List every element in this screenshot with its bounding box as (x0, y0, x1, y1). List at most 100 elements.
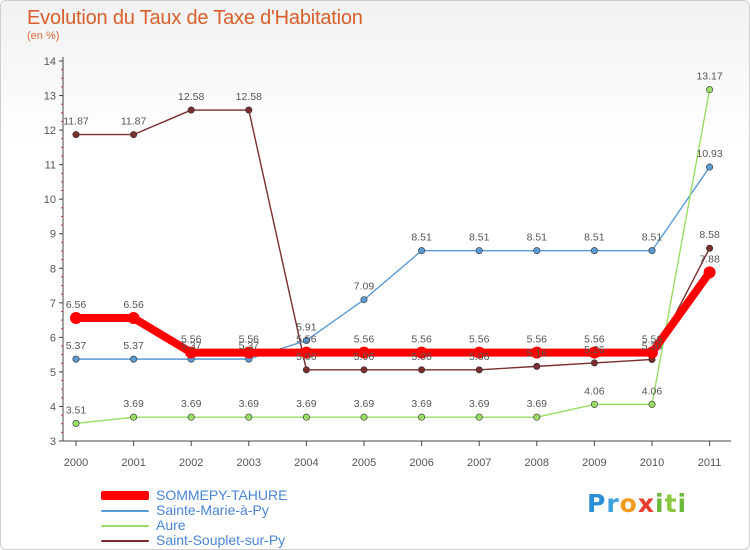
data-label: 5.56 (296, 334, 317, 346)
y-tick-label: 9 (50, 229, 56, 241)
data-label: 5.56 (584, 334, 605, 346)
x-tick-label: 2010 (640, 457, 664, 469)
data-label: 8.51 (527, 232, 548, 244)
y-tick-label: 12 (44, 125, 56, 137)
data-point (245, 413, 253, 421)
series-aure (72, 86, 714, 427)
series-line (75, 166, 711, 360)
data-point (533, 362, 541, 370)
data-label: 5.06 (354, 351, 375, 363)
y-tick-label: 14 (44, 56, 56, 68)
legend-label-aure: Aure (156, 517, 186, 533)
data-point (358, 346, 370, 359)
data-label: 7.09 (354, 281, 375, 293)
data-point (130, 131, 138, 139)
x-tick-label: 2004 (294, 457, 318, 469)
data-label: 3.69 (527, 398, 548, 410)
x-tick-label: 2000 (64, 457, 88, 469)
x-tick-label: 2011 (698, 457, 722, 469)
data-point (646, 346, 658, 359)
legend-label-saint-souplet: Saint-Souplet-sur-Py (156, 532, 286, 548)
data-label: 13.17 (696, 71, 722, 83)
data-point (300, 346, 313, 359)
data-label: 5.37 (181, 340, 202, 352)
data-label: 3.69 (239, 398, 260, 410)
x-tick-label: 2001 (121, 457, 145, 469)
data-label: 12.58 (236, 91, 262, 103)
y-tick-label: 11 (45, 160, 56, 172)
x-tick-label: 2008 (525, 457, 549, 469)
legend-swatch-sainte-marie (101, 510, 149, 512)
data-point (302, 413, 310, 421)
x-tick-label: 2005 (352, 457, 376, 469)
data-label: 5.37 (66, 340, 87, 352)
data-label: 6.56 (66, 299, 87, 311)
data-point (530, 346, 543, 359)
data-point (533, 247, 541, 255)
data-point (418, 366, 426, 374)
data-point (130, 413, 138, 421)
data-point (360, 413, 368, 421)
chart-subtitle: (en %) (27, 30, 60, 42)
data-label: 5.37 (239, 340, 260, 352)
data-label: 11.87 (63, 116, 89, 128)
data-point (475, 366, 483, 374)
data-point (360, 296, 368, 304)
data-label: 12.58 (178, 91, 204, 103)
data-label: 8.51 (584, 232, 605, 244)
data-label: 8.51 (642, 232, 663, 244)
data-point (415, 346, 428, 359)
data-label: 5.16 (527, 347, 548, 359)
data-point (185, 346, 198, 359)
data-label: 5.06 (469, 351, 490, 363)
legend-item-aure: Aure (101, 517, 401, 533)
data-label: 5.06 (411, 351, 432, 363)
legend-swatch-saint-souplet (101, 540, 149, 542)
data-point (706, 86, 714, 94)
y-tick-label: 10 (44, 194, 56, 206)
data-label: 5.56 (354, 334, 375, 346)
data-label: 4.06 (642, 385, 663, 397)
data-point (648, 247, 656, 255)
series-line (75, 109, 711, 371)
data-label: 5.06 (296, 351, 317, 363)
data-point (72, 131, 80, 139)
data-point (590, 400, 598, 408)
data-point (242, 346, 255, 359)
legend-swatch-sommepy (101, 491, 149, 500)
data-label: 3.51 (66, 404, 87, 416)
y-tick-label: 5 (50, 367, 56, 379)
data-label: 5.56 (239, 334, 260, 346)
data-label: 3.69 (181, 398, 202, 410)
series-sainte-marie-py (72, 163, 714, 363)
data-label: 5.56 (411, 334, 432, 346)
data-label: 5.91 (296, 321, 317, 333)
y-tick-label: 7 (50, 298, 56, 310)
series-saint-souplet-sur-py (72, 106, 714, 374)
data-label: 5.56 (469, 334, 490, 346)
data-label: 6.56 (123, 299, 144, 311)
data-label: 5.36 (642, 340, 663, 352)
data-point (130, 355, 138, 363)
data-label: 7.88 (699, 253, 720, 265)
data-label: 8.51 (411, 232, 432, 244)
proxiti-logo: Proxiti (587, 489, 688, 518)
data-label: 5.56 (181, 334, 202, 346)
data-point (590, 247, 598, 255)
legend-item-sainte-marie: Sainte-Marie-à-Py (101, 502, 401, 518)
legend-swatch-aure (101, 525, 149, 527)
data-point (648, 400, 656, 408)
data-point (706, 163, 714, 171)
legend-label-sommepy: SOMMEPY-TAHURE (156, 487, 288, 503)
data-label: 8.58 (699, 229, 720, 241)
y-tick-label: 8 (50, 263, 56, 275)
legend-label-sainte-marie: Sainte-Marie-à-Py (156, 502, 269, 518)
data-point (302, 336, 310, 344)
x-tick-label: 2007 (467, 457, 491, 469)
data-point (533, 413, 541, 421)
data-label: 11.87 (121, 116, 147, 128)
series-sommepy-tahure (70, 266, 716, 359)
data-label: 5.26 (584, 344, 605, 356)
